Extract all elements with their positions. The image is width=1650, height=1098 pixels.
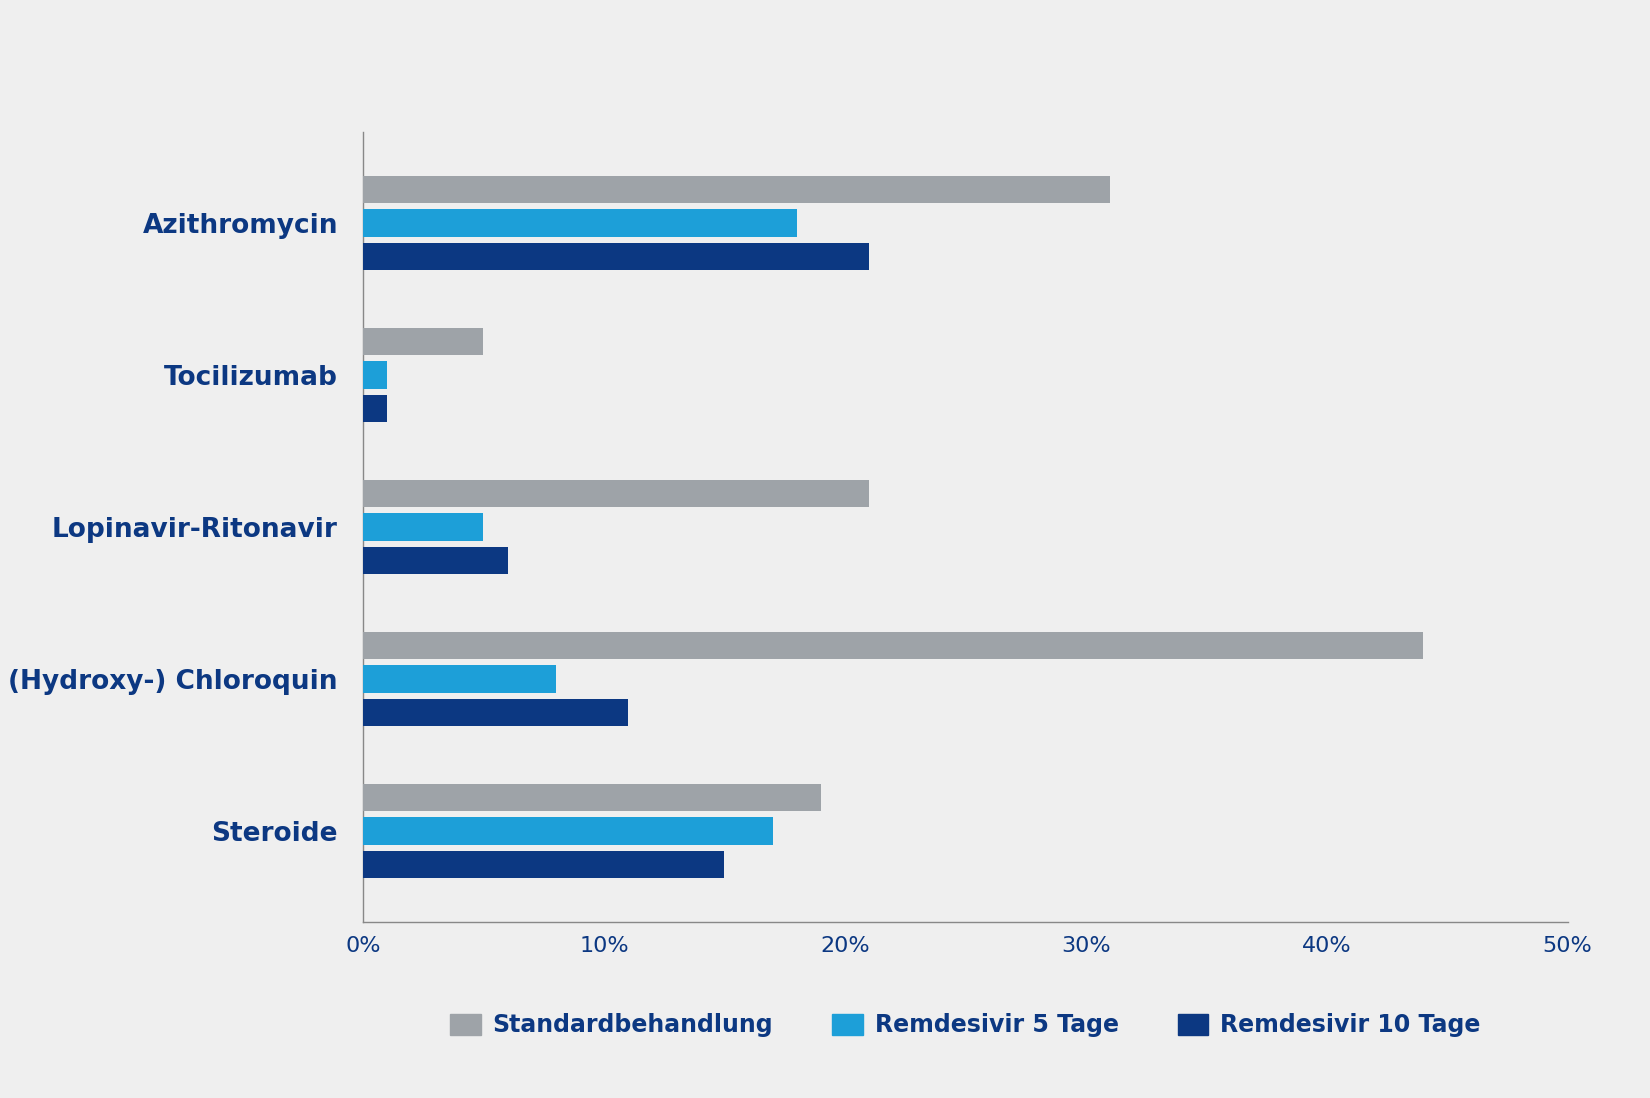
- Bar: [363, 514, 483, 540]
- Bar: [363, 851, 724, 878]
- Bar: [363, 176, 1110, 203]
- Bar: [363, 665, 556, 693]
- Bar: [363, 243, 870, 270]
- Bar: [363, 632, 1422, 659]
- Bar: [363, 361, 388, 389]
- Legend: Standardbehandlung, Remdesivir 5 Tage, Remdesivir 10 Tage: Standardbehandlung, Remdesivir 5 Tage, R…: [450, 1013, 1480, 1038]
- Bar: [363, 784, 820, 811]
- Bar: [363, 698, 629, 726]
- Bar: [363, 395, 388, 422]
- Bar: [363, 817, 772, 844]
- Bar: [363, 210, 797, 237]
- Bar: [363, 547, 508, 574]
- Bar: [363, 480, 870, 507]
- Bar: [363, 328, 483, 356]
